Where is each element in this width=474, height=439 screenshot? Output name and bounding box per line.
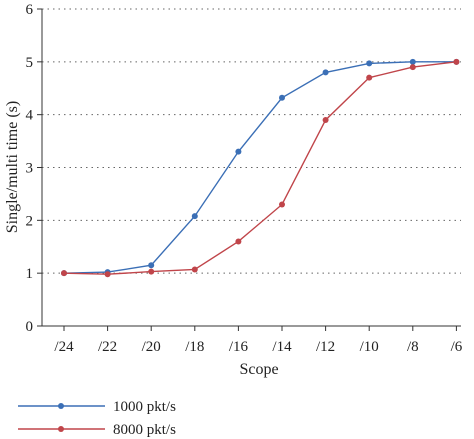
x-tick-label: /8 [407,339,419,355]
legend-label: 1000 pkt/s [113,399,176,415]
data-point [322,116,329,123]
legend: 1000 pkt/s 8000 pkt/s [18,399,176,438]
data-point [191,213,198,220]
y-axis-label: Single/multi time (s) [4,101,21,233]
data-point [279,94,285,101]
x-axis-label: Scope [239,361,278,378]
series-line [63,61,457,275]
data-point [235,148,242,155]
data-point [148,268,155,275]
data-point [409,58,416,65]
y-tick-label: 5 [26,55,34,71]
x-tick-label: /20 [142,339,161,355]
x-tick-label: /24 [54,339,74,355]
data-point [322,69,329,76]
data-point [235,238,242,245]
legend-swatch-marker [58,403,64,409]
x-tick-label: /16 [229,339,249,355]
data-point [366,74,373,81]
y-tick-label: 0 [26,319,34,335]
data-point [104,271,111,278]
x-tick-label: /14 [272,339,292,355]
legend-swatch-marker [58,426,64,432]
series-line [63,61,457,274]
y-tick-label: 4 [26,108,34,124]
data-point [279,201,285,208]
y-tick-labels: 0 1 2 3 4 5 6 [26,2,42,335]
data-point [191,266,198,273]
x-tick-label: /22 [98,339,117,355]
data-point [366,60,373,67]
legend-label: 8000 pkt/s [113,422,176,438]
x-tick-label: /12 [316,339,335,355]
x-tick-labels: /24/22/20/18/16/14/12/10/8/6 [54,326,463,355]
series-group [61,58,460,278]
y-tick-label: 1 [26,266,34,282]
data-point [61,270,67,277]
grid-lines [42,8,461,274]
data-point [148,262,155,269]
y-tick-label: 2 [26,213,34,229]
data-point [409,64,416,71]
y-tick-label: 6 [26,2,34,18]
x-tick-label: /10 [360,339,379,355]
data-point [453,58,460,65]
x-tick-label: /6 [451,339,463,355]
x-tick-label: /18 [185,339,204,355]
series-2 [61,58,460,278]
y-tick-label: 3 [26,161,34,177]
